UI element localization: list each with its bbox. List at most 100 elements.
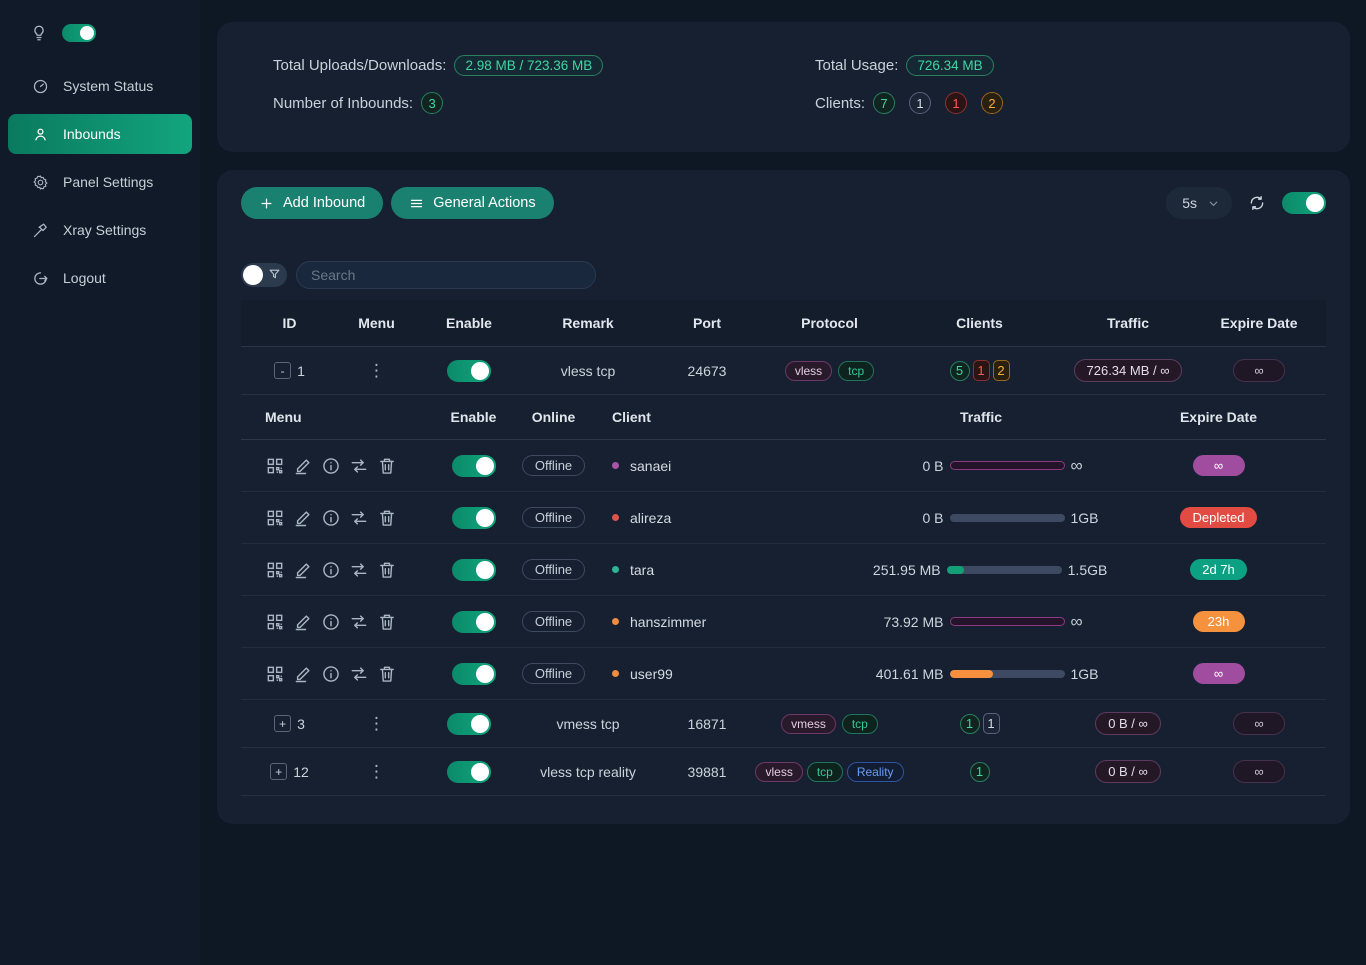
add-inbound-button[interactable]: Add Inbound: [241, 187, 384, 219]
client-status-dot: [612, 670, 619, 677]
edit-icon[interactable]: [293, 508, 313, 528]
sidebar: System Status Inbounds Panel Settings Xr…: [0, 0, 200, 965]
expand-row-button[interactable]: +: [270, 763, 288, 780]
qrcode-icon[interactable]: [265, 612, 285, 632]
general-actions-button[interactable]: General Actions: [391, 187, 554, 219]
user-icon: [32, 126, 49, 143]
client-expire-badge: ∞: [1192, 663, 1245, 684]
inbounds-count-badge: 3: [421, 92, 444, 114]
delete-icon[interactable]: [377, 456, 397, 476]
edit-icon[interactable]: [293, 664, 313, 684]
row-menu-icon[interactable]: ⋮: [368, 762, 385, 781]
info-icon[interactable]: [321, 456, 341, 476]
edit-icon[interactable]: [293, 456, 313, 476]
search-bar: [241, 261, 1326, 289]
inbound-traffic-badge: 0 B / ∞: [1095, 760, 1161, 783]
protocol-badge: tcp: [806, 761, 843, 782]
client-row: Offline user99 401.61 MB 1GB ∞: [241, 648, 1326, 700]
inbound-port: 16871: [687, 715, 727, 732]
client-expire-badge: 23h: [1192, 611, 1245, 632]
client-traffic-bar: [949, 461, 1065, 470]
client-enable-toggle[interactable]: [451, 454, 496, 477]
client-count-online: 5: [949, 360, 970, 381]
delete-icon[interactable]: [377, 508, 397, 528]
client-traffic-bar: [949, 513, 1065, 522]
theme-lightbulb-icon: [30, 24, 48, 42]
protocol-badge: tcp: [841, 713, 878, 734]
info-icon[interactable]: [321, 508, 341, 528]
search-input[interactable]: [296, 261, 596, 289]
clients-online-badge: 7: [873, 92, 896, 114]
reset-icon[interactable]: [349, 664, 369, 684]
inbound-id: 1: [297, 362, 305, 379]
auto-refresh-toggle[interactable]: [1282, 192, 1326, 214]
row-menu-icon[interactable]: ⋮: [368, 714, 385, 733]
client-name: alireza: [630, 509, 672, 526]
sidebar-item-label: Logout: [63, 270, 106, 286]
inbound-traffic-badge: 726.34 MB / ∞: [1073, 359, 1183, 382]
sidebar-item-inbounds[interactable]: Inbounds: [8, 114, 192, 154]
reset-icon[interactable]: [349, 456, 369, 476]
expand-row-button[interactable]: +: [274, 715, 292, 732]
edit-icon[interactable]: [293, 612, 313, 632]
inbounds-count-label: Number of Inbounds:: [273, 94, 414, 112]
delete-icon[interactable]: [377, 664, 397, 684]
theme-toggle[interactable]: [62, 24, 96, 42]
client-enable-toggle[interactable]: [451, 506, 496, 529]
delete-icon[interactable]: [377, 612, 397, 632]
info-icon[interactable]: [321, 560, 341, 580]
collapse-row-button[interactable]: -: [274, 362, 292, 379]
inbound-enable-toggle[interactable]: [447, 760, 491, 783]
toolbar: Add Inbound General Actions 5s: [241, 187, 1326, 219]
client-online-status: Offline: [521, 663, 586, 684]
refresh-icon[interactable]: [1248, 194, 1266, 212]
clients-count-label: Clients:: [815, 94, 866, 112]
reset-icon[interactable]: [349, 612, 369, 632]
reset-icon[interactable]: [349, 560, 369, 580]
info-icon[interactable]: [321, 612, 341, 632]
client-row: Offline alireza 0 B 1GB Depleted: [241, 492, 1326, 544]
inbound-enable-toggle[interactable]: [447, 359, 491, 382]
delete-icon[interactable]: [377, 560, 397, 580]
sidebar-item-panel-settings[interactable]: Panel Settings: [8, 162, 192, 202]
row-menu-icon[interactable]: ⋮: [368, 361, 385, 380]
sidebar-item-system-status[interactable]: System Status: [8, 66, 192, 106]
edit-icon[interactable]: [293, 560, 313, 580]
funnel-icon: [267, 267, 282, 282]
client-enable-toggle[interactable]: [451, 662, 496, 685]
clients-subtable: Menu Enable Online Client Traffic Expire…: [241, 395, 1326, 700]
protocol-badge: Reality: [846, 761, 904, 782]
table-row-inbound-12: +12 ⋮ vless tcp reality 39881 vless tcp …: [241, 748, 1326, 796]
qrcode-icon[interactable]: [265, 560, 285, 580]
clients-subtable-header: Menu Enable Online Client Traffic Expire…: [241, 395, 1326, 440]
qrcode-icon[interactable]: [265, 456, 285, 476]
info-icon[interactable]: [321, 664, 341, 684]
inbound-remark: vless tcp: [560, 362, 616, 379]
client-count-online: 1: [959, 713, 980, 734]
sidebar-item-logout[interactable]: Logout: [8, 258, 192, 298]
sidebar-item-xray-settings[interactable]: Xray Settings: [8, 210, 192, 250]
clients-neutral-badge: 1: [909, 92, 932, 114]
reset-icon[interactable]: [349, 508, 369, 528]
inbound-expire-badge: ∞: [1233, 359, 1285, 382]
client-traffic-used: 0 B: [922, 509, 944, 526]
client-status-dot: [612, 514, 619, 521]
sidebar-item-label: System Status: [63, 78, 154, 94]
client-name: hanszimmer: [630, 613, 707, 630]
protocol-badge: vless: [784, 360, 833, 381]
qrcode-icon[interactable]: [265, 508, 285, 528]
qrcode-icon[interactable]: [265, 664, 285, 684]
total-usage-value: 726.34 MB: [906, 54, 994, 76]
wrench-icon: [32, 222, 49, 239]
client-enable-toggle[interactable]: [451, 558, 496, 581]
inbound-enable-toggle[interactable]: [447, 712, 491, 735]
filter-toggle[interactable]: [241, 263, 287, 287]
client-traffic-limit: 1GB: [1070, 665, 1099, 682]
protocol-badge: vless: [755, 761, 803, 782]
client-enable-toggle[interactable]: [451, 610, 496, 633]
clients-depleted-badge: 1: [945, 92, 968, 114]
inbound-expire-badge: ∞: [1233, 760, 1285, 783]
refresh-interval-select[interactable]: 5s: [1166, 187, 1232, 219]
client-count-depleted: 1: [972, 360, 990, 381]
